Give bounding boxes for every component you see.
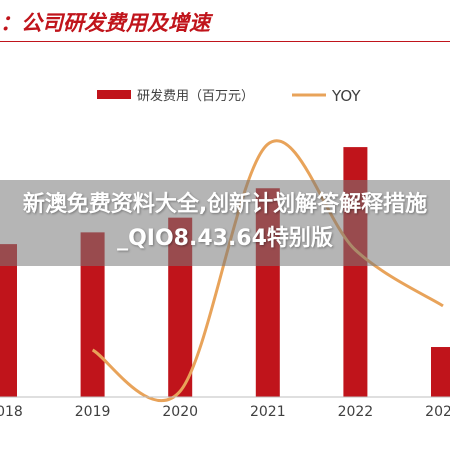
x-tick-labels: 2018 2019 2020 2021 2022 2023 <box>0 404 450 420</box>
legend: 研发费用（百万元） YOY <box>97 87 361 105</box>
bar-2018 <box>0 244 17 397</box>
overlay-banner <box>0 180 450 266</box>
legend-bar-label: 研发费用（百万元） <box>137 88 254 104</box>
bar-2023 <box>431 347 450 397</box>
legend-line-label: YOY <box>331 87 361 105</box>
x-tick-2023: 2023 <box>425 404 450 420</box>
x-tick-2020: 2020 <box>162 404 198 420</box>
x-tick-2021: 2021 <box>250 404 286 420</box>
title-divider <box>0 41 450 42</box>
x-tick-2022: 2022 <box>338 404 374 420</box>
x-tick-2018: 2018 <box>0 404 23 420</box>
overlay-banner-text: 新澳免费资料大全,创新计划解答解释措施_QIO8.43.64特别版 <box>22 192 428 251</box>
x-tick-2019: 2019 <box>75 404 111 420</box>
legend-bar-swatch <box>97 90 131 99</box>
page-title: ：公司研发费用及增速 <box>0 10 210 35</box>
